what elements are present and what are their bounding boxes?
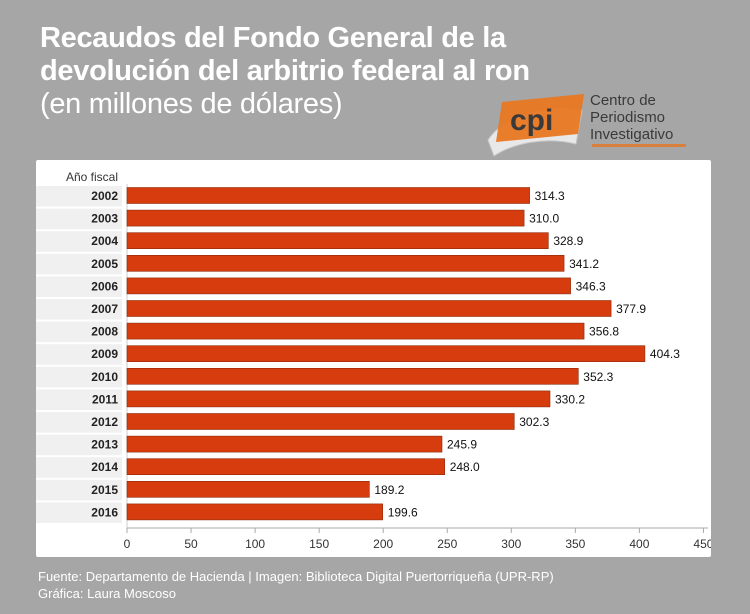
category-label-bg [36,253,122,275]
category-label: 2014 [91,460,118,474]
category-label-bg [36,457,122,478]
value-label: 245.9 [447,438,477,452]
category-label-bg [36,412,122,433]
category-label-bg [36,208,122,230]
credit-note: Gráfica: Laura Moscoso [38,586,177,601]
category-label-bg [36,479,122,501]
x-tick-label: 350 [565,537,585,551]
category-label: 2015 [91,483,118,497]
chart-subtitle: (en millones de dólares) [40,88,343,120]
bar [126,368,579,385]
value-label: 189.2 [374,483,404,497]
chart-title-line-1: Recaudos del Fondo General de la [40,22,506,54]
x-tick-label: 100 [245,537,265,551]
logo-line-3: Investigativo [590,126,674,143]
bar [126,435,443,453]
category-label-bg [36,321,122,343]
value-label: 248.0 [450,460,480,474]
category-label: 2004 [91,234,118,248]
value-label: 356.8 [589,325,619,339]
category-label: 2016 [91,505,118,519]
category-label: 2006 [91,279,118,293]
chart-title-line-2: devolución del arbitrio federal al ron [40,55,530,87]
source-note: Fuente: Departamento de Hacienda | Image… [38,569,554,584]
value-label: 352.3 [583,370,613,384]
category-label-bg [36,434,122,456]
logo-line-1: Centro de [590,92,656,109]
category-label: 2007 [91,302,118,316]
category-label: 2011 [92,392,118,406]
value-label: 346.3 [576,279,606,293]
value-label: 377.9 [616,302,646,316]
title-block: Recaudos del Fondo General de la devoluc… [40,22,530,121]
category-label-bg [36,299,122,320]
logo-wordmark: Centro de Periodismo Investigativo [590,92,673,143]
bar [126,255,565,272]
value-label: 330.2 [555,392,585,406]
footer: Fuente: Departamento de Hacienda | Image… [38,568,554,602]
category-label: 2005 [91,257,118,271]
bar [126,413,515,430]
x-tick-label: 200 [373,537,393,551]
cpi-logo-mark: cpi [487,94,584,157]
category-label: 2013 [91,438,118,452]
chart-card: Año fiscal 2002 314.3 2003 310.0 2004 328.9 20… [36,160,711,557]
bar [126,458,445,476]
bar [126,187,530,204]
logo-accent-strip [592,144,686,147]
x-tick-label: 50 [184,537,198,551]
category-label-bg [36,276,122,297]
y-axis-title: Año fiscal [66,170,119,184]
bar-chart: 2002 314.3 2003 310.0 2004 328.9 2005 341.2 2006… [36,184,711,551]
category-label-bg [36,186,122,207]
category-label: 2002 [91,189,118,203]
value-label: 302.3 [519,415,549,429]
logo-mark-text: cpi [510,104,553,137]
bar [126,209,525,227]
bar [126,322,585,340]
category-label-bg [36,502,122,523]
value-label: 310.0 [529,212,559,226]
category-label: 2009 [91,347,118,361]
value-label: 404.3 [650,347,680,361]
category-label: 2003 [91,212,118,226]
x-tick-label: 450 [693,537,711,551]
category-label-bg [36,389,122,410]
category-label-bg [36,366,122,388]
category-label: 2012 [91,415,118,429]
x-tick-label: 0 [124,537,131,551]
bar [126,503,383,521]
bar [126,390,551,408]
cpi-logo: cpi Centro de Periodismo Investigativo [484,88,724,158]
value-label: 341.2 [569,257,599,271]
category-label: 2010 [91,370,118,384]
x-tick-label: 250 [437,537,457,551]
logo-line-2: Periodismo [590,109,666,126]
bar [126,277,571,295]
bar [126,345,646,362]
x-tick-label: 300 [501,537,521,551]
bar [126,232,549,249]
bar [126,300,612,317]
category-label-bg [36,231,122,252]
value-label: 328.9 [553,234,583,248]
category-label: 2008 [91,325,118,339]
value-label: 199.6 [388,505,418,519]
value-label: 314.3 [535,189,565,203]
x-tick-label: 150 [309,537,329,551]
category-label-bg [36,344,122,365]
bar [126,480,370,498]
x-tick-label: 400 [629,537,649,551]
